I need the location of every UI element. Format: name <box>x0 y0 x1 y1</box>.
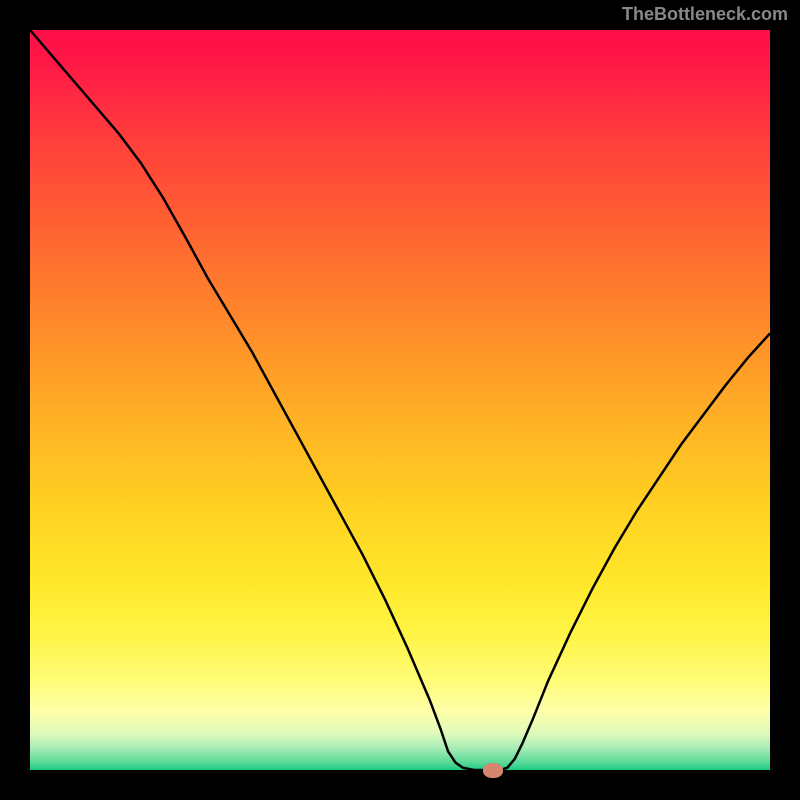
watermark-text: TheBottleneck.com <box>622 4 788 25</box>
optimal-point-marker <box>483 763 503 778</box>
plot-area <box>30 30 770 770</box>
bottleneck-curve <box>30 30 770 770</box>
chart-container: TheBottleneck.com <box>0 0 800 800</box>
